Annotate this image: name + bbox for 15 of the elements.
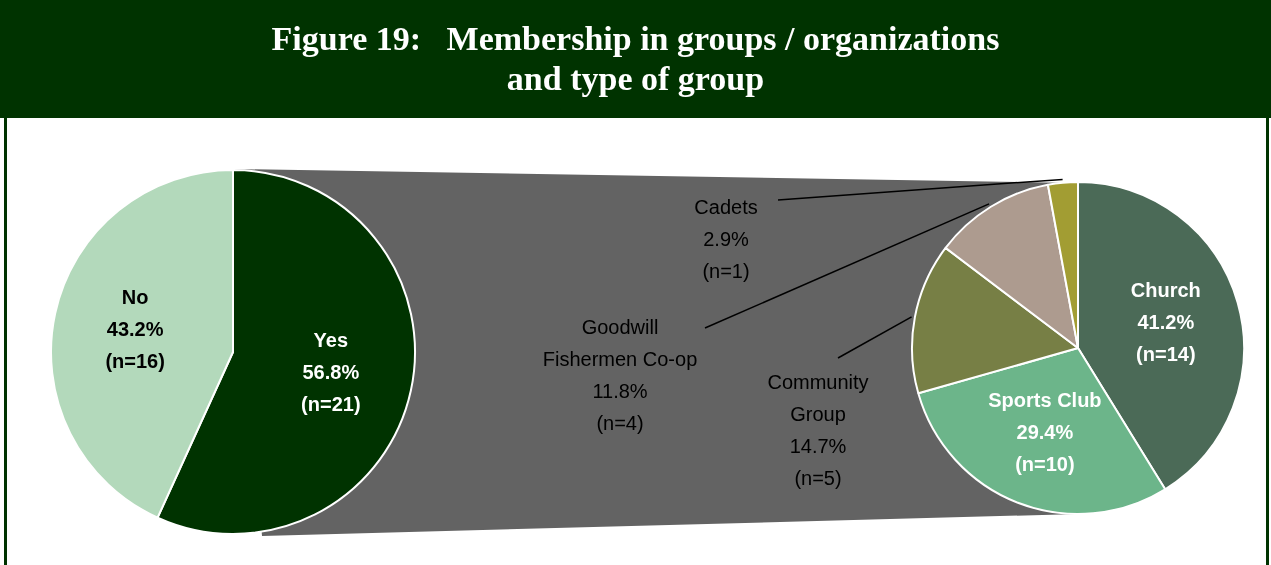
text: Figure 19: Membership in groups / organizations and type of group (270, 19, 1001, 99)
slice-label: Cadets (694, 195, 758, 218)
slice-label: No (121, 286, 149, 309)
slice-label: Church (1130, 278, 1201, 301)
slice-label: Goodwill Fishermen Co-op (542, 315, 698, 370)
data-label: 29.4% (n=10) (1015, 420, 1075, 475)
data-label: 41.2% (n=14) (1136, 310, 1196, 365)
data-label: 14.7% (n=5) (789, 434, 847, 489)
slice-label: Yes (313, 328, 349, 351)
data-label: 11.8% (n=4) (592, 379, 648, 434)
data-label: 43.2% (n=16) (105, 318, 165, 373)
data-label: 2.9% (n=1) (702, 227, 750, 282)
data-label: 56.8% (n=21) (301, 360, 361, 415)
slice-label: Community Group (767, 370, 869, 425)
slice-label: Sports Club (988, 388, 1102, 411)
